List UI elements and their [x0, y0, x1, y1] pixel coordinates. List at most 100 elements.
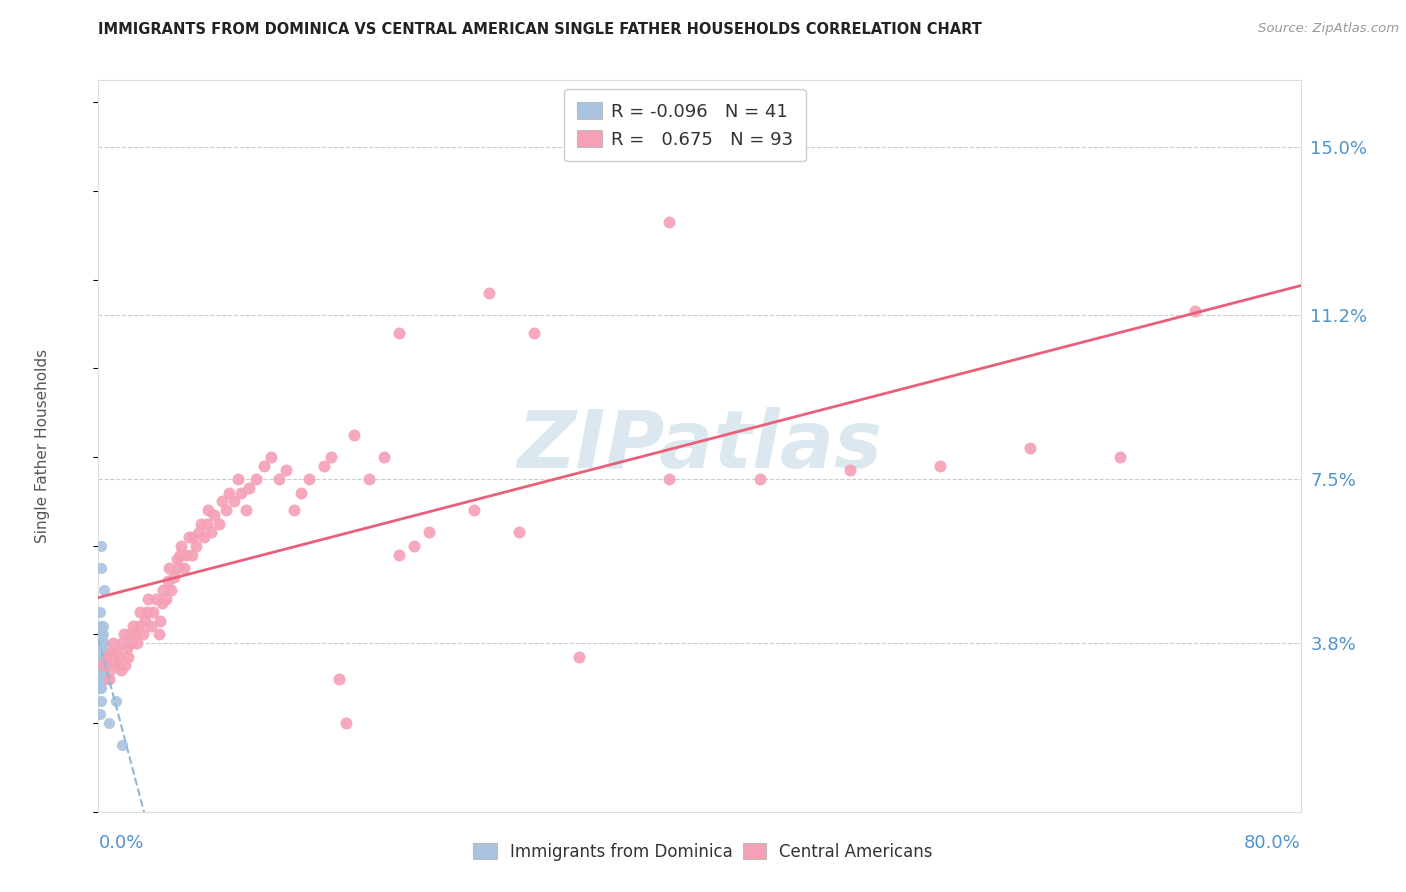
Point [89, 658, 111, 673]
Point [402, 539, 425, 553]
Point [89, 645, 111, 659]
Point [89, 636, 111, 650]
Point [111, 738, 134, 752]
Point [91, 663, 114, 677]
Point [177, 530, 200, 544]
Point [226, 472, 249, 486]
Point [170, 539, 193, 553]
Point [162, 570, 184, 584]
Point [91, 649, 114, 664]
Point [231, 485, 253, 500]
Point [838, 463, 860, 477]
Point [89, 649, 111, 664]
Point [208, 516, 231, 531]
Text: IMMIGRANTS FROM DOMINICA VS CENTRAL AMERICAN SINGLE FATHER HOUSEHOLDS CORRELATIO: IMMIGRANTS FROM DOMINICA VS CENTRAL AMER… [98, 22, 983, 37]
Point [90, 636, 112, 650]
Point [96, 672, 118, 686]
Point [145, 591, 167, 606]
Point [222, 494, 245, 508]
Point [121, 636, 143, 650]
Point [335, 716, 357, 731]
Point [91, 672, 114, 686]
Point [193, 530, 215, 544]
Point [93, 645, 115, 659]
Point [180, 548, 202, 562]
Point [91, 627, 114, 641]
Point [328, 672, 350, 686]
Point [253, 458, 276, 473]
Point [238, 481, 260, 495]
Point [267, 472, 290, 486]
Point [190, 516, 212, 531]
Point [418, 525, 440, 540]
Point [169, 548, 191, 562]
Point [90, 640, 112, 655]
Point [89, 618, 111, 632]
Point [388, 326, 411, 340]
Point [195, 516, 218, 531]
Point [1109, 450, 1132, 464]
Point [93, 583, 115, 598]
Point [184, 539, 207, 553]
Point [89, 672, 111, 686]
Point [276, 463, 298, 477]
Point [1019, 441, 1042, 455]
Point [90, 649, 112, 664]
Point [97, 716, 120, 731]
Point [748, 472, 770, 486]
Point [90, 681, 112, 695]
Text: Source: ZipAtlas.com: Source: ZipAtlas.com [1258, 22, 1399, 36]
Point [508, 525, 530, 540]
Text: ZIPatlas: ZIPatlas [517, 407, 882, 485]
Point [89, 627, 111, 641]
Point [298, 472, 321, 486]
Y-axis label: Single Father Households: Single Father Households [35, 349, 51, 543]
Point [105, 645, 128, 659]
Point [91, 645, 114, 659]
Point [173, 561, 195, 575]
Point [129, 605, 152, 619]
Point [90, 694, 112, 708]
Point [235, 503, 257, 517]
Point [100, 663, 122, 677]
Point [115, 640, 138, 655]
Point [90, 672, 112, 686]
Point [568, 649, 591, 664]
Point [134, 614, 156, 628]
Point [149, 614, 172, 628]
Point [90, 658, 112, 673]
Point [155, 591, 177, 606]
Point [283, 503, 305, 517]
Point [108, 649, 131, 664]
Point [148, 627, 170, 641]
Point [94, 658, 117, 673]
Point [132, 627, 155, 641]
Point [93, 636, 115, 650]
Legend: R = -0.096   N = 41, R =   0.675   N = 93: R = -0.096 N = 41, R = 0.675 N = 93 [564, 89, 806, 161]
Point [166, 552, 188, 566]
Point [159, 583, 181, 598]
Point [97, 672, 120, 686]
Point [114, 658, 136, 673]
Point [929, 458, 952, 473]
Point [188, 525, 211, 540]
Point [90, 561, 112, 575]
Point [290, 485, 312, 500]
Point [101, 645, 124, 659]
Point [127, 636, 149, 650]
Point [141, 605, 163, 619]
Point [174, 548, 197, 562]
Text: 0.0%: 0.0% [98, 834, 143, 852]
Point [93, 654, 115, 668]
Point [523, 326, 546, 340]
Point [139, 618, 162, 632]
Point [1184, 303, 1206, 318]
Point [202, 508, 225, 522]
Point [343, 428, 366, 442]
Point [478, 286, 501, 301]
Point [211, 494, 233, 508]
Point [125, 627, 148, 641]
Point [136, 591, 159, 606]
Point [90, 645, 112, 659]
Point [104, 654, 127, 668]
